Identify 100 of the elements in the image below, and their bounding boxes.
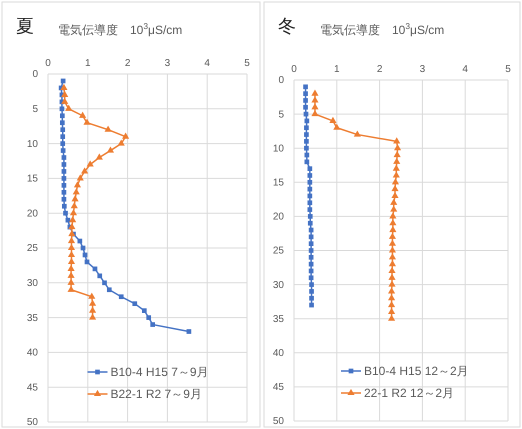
point: [62, 162, 66, 167]
point: [388, 287, 396, 294]
point: [308, 254, 314, 260]
point: [88, 292, 96, 299]
point: [83, 118, 91, 125]
point: [392, 164, 400, 171]
point: [311, 103, 319, 110]
y-tick-label: 35: [26, 312, 38, 324]
point: [308, 262, 314, 266]
chart-title: 冬: [278, 16, 296, 36]
point: [146, 315, 152, 320]
point: [68, 272, 75, 278]
x-tick-label: 0: [291, 64, 298, 75]
x-tick-label: 2: [124, 58, 131, 69]
point: [80, 246, 86, 250]
point: [104, 126, 112, 132]
y-tick-label: 30: [26, 278, 38, 289]
y-tick-label: 25: [272, 246, 284, 257]
point: [308, 275, 314, 280]
point: [307, 200, 312, 206]
point: [84, 260, 90, 264]
point: [60, 148, 66, 153]
point: [307, 194, 312, 198]
point: [62, 204, 67, 209]
point: [68, 250, 76, 258]
y-tick-label: 5: [278, 109, 284, 120]
y-tick-label: 20: [26, 208, 38, 220]
point: [82, 252, 88, 258]
point: [388, 300, 396, 308]
point: [392, 171, 400, 178]
point: [304, 132, 309, 137]
y-tick-label: 50: [26, 417, 38, 428]
point: [394, 144, 402, 150]
point: [311, 110, 319, 116]
y-tick-label: 10: [26, 138, 38, 150]
point: [388, 308, 396, 314]
point: [89, 300, 96, 306]
point: [309, 282, 314, 287]
point: [390, 198, 398, 205]
point: [307, 173, 312, 178]
point: [304, 125, 309, 130]
point: [106, 146, 114, 153]
point: [61, 90, 68, 97]
x-tick-label: 5: [505, 64, 512, 75]
point: [388, 274, 396, 280]
point: [60, 127, 66, 132]
point: [389, 226, 396, 232]
point: [77, 238, 82, 244]
point: [333, 124, 340, 130]
point: [388, 253, 396, 260]
point: [388, 232, 396, 239]
point: [388, 246, 396, 253]
x-tick-label: 0: [45, 58, 52, 69]
y-tick-label: 40: [272, 348, 284, 359]
point: [102, 280, 107, 286]
point: [74, 181, 82, 188]
x-tick-label: 1: [85, 58, 92, 69]
point: [309, 289, 314, 294]
point: [60, 120, 65, 126]
point: [106, 287, 112, 292]
point: [307, 180, 312, 185]
point: [118, 139, 125, 146]
point: [81, 167, 88, 174]
point: [391, 192, 399, 198]
point: [72, 188, 80, 194]
x-axis-title: 電気伝導度 10$^{3}$μS/cm: [58, 21, 182, 37]
point: [186, 329, 192, 334]
point: [63, 210, 68, 216]
point: [60, 141, 66, 146]
point: [303, 91, 308, 96]
point: [309, 302, 314, 308]
x-tick-label: 4: [462, 64, 468, 75]
point: [311, 96, 319, 103]
point: [354, 130, 361, 137]
point: [308, 228, 314, 232]
x-axis-title: 電気伝導度 10$^{3}$μS/cm: [320, 21, 444, 37]
point: [392, 178, 399, 184]
point: [62, 183, 66, 188]
point: [97, 273, 102, 278]
point: [68, 258, 76, 264]
point: [389, 219, 396, 226]
point: [307, 207, 312, 212]
point: [329, 116, 337, 123]
point: [122, 132, 130, 139]
point: [388, 266, 396, 274]
point: [76, 174, 84, 180]
x-tick-label: 3: [420, 64, 426, 75]
point: [308, 248, 314, 253]
point: [394, 150, 401, 158]
point: [303, 104, 308, 110]
point: [60, 113, 65, 118]
point: [68, 286, 75, 292]
point: [66, 218, 70, 223]
point: [89, 313, 96, 320]
y-tick-label: 50: [272, 416, 284, 428]
point: [60, 106, 64, 112]
point: [62, 176, 66, 181]
point: [79, 112, 86, 118]
point: [92, 266, 98, 272]
chart-title: 夏: [16, 16, 34, 36]
